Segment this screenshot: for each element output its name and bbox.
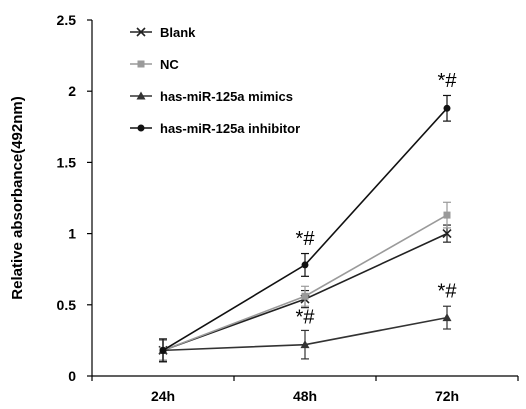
legend: Blank NC has-miR-125a mimics has-miR-125a i…	[130, 25, 300, 136]
x-tick-label: 72h	[435, 388, 459, 404]
y-tick-label: 1	[68, 226, 76, 242]
legend-label: has-miR-125a mimics	[160, 89, 293, 104]
axes: 0 0.5 1 1.5 2 2.5 24h 48h 72h	[57, 12, 519, 404]
square-marker	[301, 292, 309, 300]
series-layer	[158, 94, 452, 363]
triangle-marker	[442, 313, 452, 322]
series-3	[159, 94, 451, 363]
legend-label: has-miR-125a inhibitor	[160, 121, 300, 136]
significance-annotation: *#	[296, 228, 316, 250]
significance-annotation: *#	[438, 281, 458, 303]
x-marker	[136, 27, 146, 37]
square-marker	[137, 60, 145, 68]
series-2	[158, 305, 452, 363]
y-axis-label: Relative absorbance(492nm)	[9, 96, 26, 299]
legend-label: NC	[160, 57, 179, 72]
significance-annotation: *#	[296, 306, 316, 328]
annotations: *# *# *# *#	[296, 70, 458, 328]
triangle-marker	[136, 91, 146, 100]
significance-annotation: *#	[438, 70, 458, 92]
y-tick-label: 0.5	[57, 297, 77, 313]
circle-marker	[159, 346, 167, 354]
triangle-marker	[300, 340, 310, 349]
x-tick-label: 24h	[151, 388, 175, 404]
y-tick-label: 2.5	[57, 12, 77, 28]
circle-marker	[301, 261, 309, 269]
y-tick-label: 2	[68, 83, 76, 99]
legend-item: NC	[130, 57, 179, 72]
y-tick-label: 1.5	[57, 154, 77, 170]
legend-item: has-miR-125a inhibitor	[130, 121, 300, 136]
legend-label: Blank	[160, 25, 196, 40]
circle-marker	[137, 124, 145, 132]
circle-marker	[443, 104, 451, 112]
y-tick-label: 0	[68, 368, 76, 384]
x-marker	[442, 229, 452, 239]
legend-item: Blank	[130, 25, 196, 40]
legend-item: has-miR-125a mimics	[130, 89, 293, 104]
x-tick-label: 48h	[293, 388, 317, 404]
square-marker	[443, 211, 451, 219]
